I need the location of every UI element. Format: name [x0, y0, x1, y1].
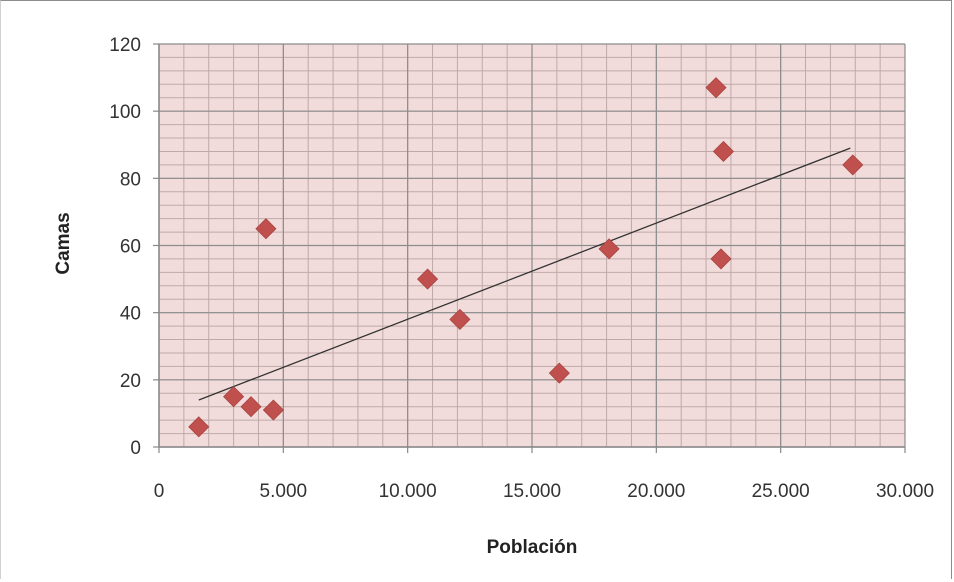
x-tick-label: 5.000: [260, 481, 308, 502]
y-tick-label: 40: [120, 304, 141, 325]
trendline: [198, 147, 851, 401]
axes: [153, 43, 906, 453]
data-point-diamond: [842, 154, 864, 176]
data-point-diamond: [712, 140, 735, 163]
data-point-diamond: [449, 308, 471, 330]
x-tick-label: 10.000: [379, 481, 437, 502]
y-tick-label: 120: [109, 35, 141, 56]
data-points: [188, 77, 864, 438]
y-tick-label: 60: [120, 237, 141, 258]
data-point-diamond: [598, 238, 620, 260]
y-tick-label: 20: [120, 371, 141, 392]
y-tick-label: 0: [130, 438, 141, 459]
data-point-diamond: [240, 396, 262, 418]
y-tick-label: 80: [120, 169, 141, 190]
data-point-diamond: [188, 416, 210, 438]
data-point-diamond: [255, 218, 277, 240]
data-point-diamond: [548, 362, 570, 384]
x-tick-label: 25.000: [752, 481, 810, 502]
x-tick-label: 0: [154, 481, 165, 502]
x-axis-title: Población: [487, 537, 578, 558]
data-point-diamond: [223, 386, 245, 408]
data-point-diamond: [710, 248, 732, 270]
data-point-diamond: [705, 77, 727, 99]
y-tick-labels: 0 20 40 60 80 100 120: [109, 35, 141, 459]
x-tick-label: 20.000: [627, 481, 685, 502]
y-tick-label: 100: [109, 102, 141, 123]
data-point-diamond: [262, 399, 284, 421]
y-axis-title: Camas: [53, 212, 74, 274]
x-tick-labels: 0 5.000 10.000 15.000 20.000 25.000 30.000: [154, 481, 934, 502]
x-tick-label: 15.000: [503, 481, 561, 502]
data-point-diamond: [416, 268, 439, 290]
x-tick-label: 30.000: [876, 481, 934, 502]
